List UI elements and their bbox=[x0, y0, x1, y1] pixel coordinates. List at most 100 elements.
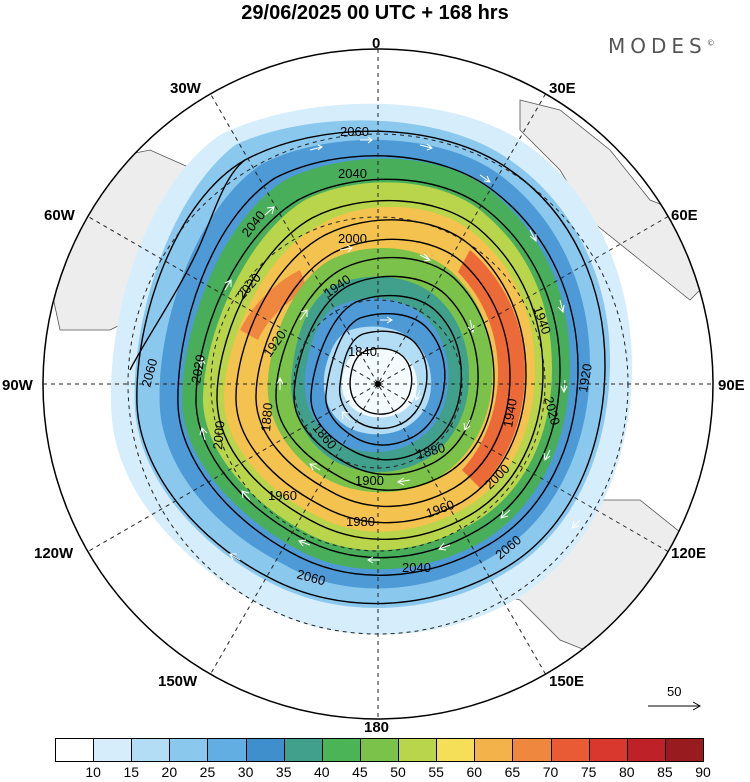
contour-label: 1880 bbox=[258, 402, 275, 432]
contour-label: 1900 bbox=[355, 473, 384, 488]
contour-label: 2020 bbox=[541, 395, 563, 427]
lon-label-0: 0 bbox=[372, 35, 380, 52]
wind-vector-arrow bbox=[241, 490, 251, 501]
colorbar-swatch bbox=[283, 738, 323, 762]
colorbar-tick-label: 10 bbox=[85, 764, 101, 780]
wind-vector-arrow bbox=[309, 463, 321, 471]
contour-1860 bbox=[338, 330, 428, 430]
wind-vector-arrow bbox=[224, 279, 232, 291]
colorbar-tick-label: 70 bbox=[542, 764, 559, 780]
wind-vector-arrow bbox=[479, 174, 491, 183]
lon-label-60w: 60W bbox=[44, 207, 76, 224]
contour-1960 bbox=[255, 238, 511, 508]
lon-label-150e: 150E bbox=[549, 673, 584, 690]
map-boundary bbox=[42, 48, 714, 720]
wind-vector-arrow bbox=[543, 449, 551, 461]
contour-1900 bbox=[310, 294, 463, 461]
contour-label: 2040 bbox=[402, 560, 431, 575]
wind-vector-arrow bbox=[339, 244, 353, 253]
colorbar-swatch bbox=[131, 738, 171, 762]
wind-vector-arrow bbox=[414, 389, 422, 401]
lon-label-30e: 30E bbox=[549, 80, 576, 97]
wind-vector-arrow bbox=[299, 309, 308, 321]
colorbar-swatch bbox=[436, 738, 476, 762]
wind-vector-arrow bbox=[229, 553, 241, 561]
wind-vector-arrow bbox=[557, 299, 565, 314]
colorbar-swatch bbox=[169, 738, 209, 762]
colorbar-tick-label: 45 bbox=[352, 764, 368, 780]
contour-2000 bbox=[216, 199, 544, 540]
wind-vector-arrow bbox=[341, 411, 351, 421]
graticule bbox=[43, 49, 713, 719]
lon-label-180: 180 bbox=[364, 719, 389, 736]
colorbar-tick-label: 65 bbox=[504, 764, 521, 780]
colorbar-swatch bbox=[512, 738, 552, 762]
contour-label: 2040 bbox=[338, 166, 367, 181]
contour-label: 1960 bbox=[268, 488, 297, 503]
colorbar-tick-label: 80 bbox=[618, 764, 635, 780]
wind-vector-arrow bbox=[571, 519, 581, 529]
colorbar-swatch bbox=[207, 738, 247, 762]
wind-speed-colorbar bbox=[55, 738, 704, 762]
colorbar-tick-label: 15 bbox=[123, 764, 140, 780]
contour-2040 bbox=[177, 155, 579, 576]
map-title: 29/06/2025 00 UTC + 168 hrs bbox=[241, 2, 509, 24]
contour-label: 1920 bbox=[575, 362, 595, 393]
contour-2060-west bbox=[129, 159, 246, 371]
contour-label: 2060 bbox=[138, 357, 160, 389]
colorbar-tick-label: 35 bbox=[275, 764, 292, 780]
colorbar-tick-label: 90 bbox=[695, 764, 711, 780]
wind-vector-arrow bbox=[419, 253, 432, 262]
brand-copyright-mark: © bbox=[706, 38, 715, 48]
wind-vector-arrow bbox=[198, 356, 206, 371]
lon-label-30w: 30W bbox=[170, 80, 202, 97]
south-pole-marker bbox=[375, 381, 381, 387]
colorbar-tick-label: 85 bbox=[657, 764, 673, 780]
colorbar-swatch bbox=[550, 738, 590, 762]
map-disk bbox=[43, 49, 713, 719]
wind-vector-arrow bbox=[264, 206, 275, 216]
colorbar-swatch bbox=[55, 738, 95, 762]
colorbar-swatch bbox=[93, 738, 133, 762]
contour-label: 2060 bbox=[295, 566, 327, 588]
shade-70-west bbox=[240, 270, 308, 340]
contour-1940 bbox=[275, 256, 495, 491]
colorbar-swatch bbox=[245, 738, 285, 762]
colorbar-tick-label: 55 bbox=[428, 764, 444, 780]
contour-2060-outer bbox=[136, 130, 606, 605]
contour-label: 2020 bbox=[188, 353, 208, 384]
colorbar-swatch bbox=[664, 738, 704, 762]
wind-vector-arrow bbox=[560, 379, 568, 394]
colorbar-tick-label: 30 bbox=[237, 764, 254, 780]
colorbar-swatch bbox=[321, 738, 361, 762]
longitude-labels: 0 30E 60E 90E 120E 150E 180 150W 120W 90… bbox=[2, 35, 745, 736]
wind-vector-arrow bbox=[298, 539, 311, 547]
contour-1980 bbox=[235, 219, 527, 524]
wind-vector-arrow bbox=[367, 556, 380, 564]
contour-labels: 2060 2040 2040 2000 2020 1940 1920 1840 … bbox=[138, 124, 595, 588]
height-contours bbox=[129, 130, 606, 605]
contour-label: 1940 bbox=[500, 397, 520, 428]
colorbar-tick-label: 50 bbox=[390, 764, 406, 780]
wind-vector-arrow bbox=[380, 316, 393, 324]
wind-vector-arrow bbox=[276, 376, 284, 390]
colorbar-tick-label: 20 bbox=[161, 764, 178, 780]
contour-label: 1880 bbox=[415, 440, 447, 462]
contour-label: 2000 bbox=[338, 231, 367, 246]
contour-label: 2060 bbox=[340, 124, 369, 139]
colorbar-tick-label: 75 bbox=[580, 764, 597, 780]
lon-label-90e: 90E bbox=[718, 377, 745, 394]
wind-vector-arrow bbox=[500, 509, 511, 519]
wind-vector-arrow bbox=[438, 542, 451, 551]
wind-vector-arrow bbox=[463, 419, 471, 431]
wind-vector-arrow bbox=[199, 427, 208, 441]
colorbar-swatch bbox=[588, 738, 628, 762]
lon-label-90w: 90W bbox=[2, 377, 34, 394]
colorbar-tick-label: 60 bbox=[466, 764, 483, 780]
reference-vector bbox=[648, 701, 702, 711]
lon-label-120e: 120E bbox=[671, 545, 706, 562]
wind-speed-shading bbox=[110, 103, 633, 635]
wind-vector-arrow bbox=[397, 477, 411, 486]
contour-1920 bbox=[293, 275, 479, 476]
